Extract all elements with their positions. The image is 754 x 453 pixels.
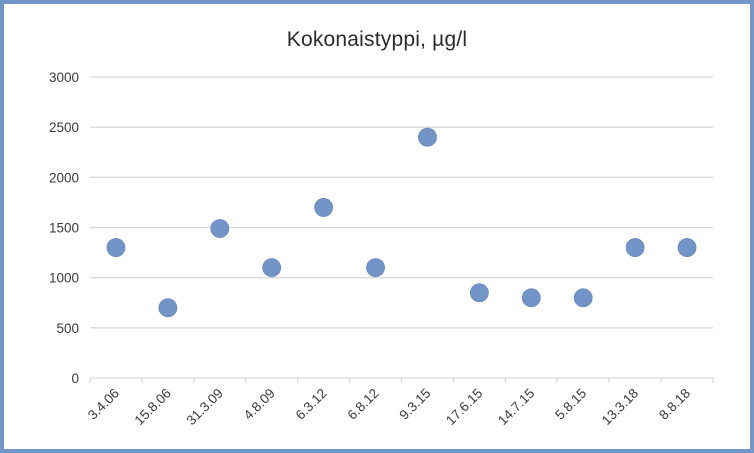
data-point	[106, 238, 126, 257]
x-axis-tick-label: 3.4.06	[85, 386, 122, 423]
y-axis-tick-label: 0	[71, 371, 79, 386]
x-axis-tick-label: 14.7.15	[495, 386, 537, 428]
y-axis-tick-label: 1000	[49, 271, 79, 286]
x-axis-tick-label: 6.3.12	[293, 386, 330, 423]
x-axis-tick-label: 4.8.09	[241, 386, 278, 423]
x-axis-tick-label: 5.8.15	[552, 386, 589, 423]
data-point	[521, 288, 541, 308]
data-point	[418, 127, 437, 147]
chart-title: Kokonaistyppi, µg/l	[286, 28, 468, 51]
x-axis-tick-label: 13.3.18	[599, 386, 641, 428]
x-axis-tick-label: 8.8.18	[656, 386, 693, 423]
data-point	[210, 219, 230, 238]
data-point	[469, 283, 489, 303]
x-axis-tick-label: 9.3.15	[396, 386, 433, 423]
data-point	[625, 238, 645, 257]
y-axis-tick-label: 1500	[49, 221, 79, 236]
x-axis-tick-label: 31.3.09	[183, 386, 225, 428]
x-axis-tick-label: 15.8.06	[132, 386, 174, 428]
y-axis-tick-label: 500	[56, 321, 79, 336]
data-point	[366, 258, 385, 278]
y-axis-tick-label: 2500	[49, 120, 79, 135]
data-point	[314, 198, 334, 217]
data-point	[573, 288, 593, 308]
y-axis-tick-label: 2000	[49, 170, 79, 185]
x-axis-tick-label: 17.6.15	[443, 386, 485, 428]
x-axis-tick-label: 6.8.12	[345, 386, 382, 423]
y-axis-tick-label: 3000	[49, 70, 79, 85]
data-point	[158, 298, 178, 318]
data-point	[262, 258, 282, 278]
data-point	[677, 238, 697, 257]
